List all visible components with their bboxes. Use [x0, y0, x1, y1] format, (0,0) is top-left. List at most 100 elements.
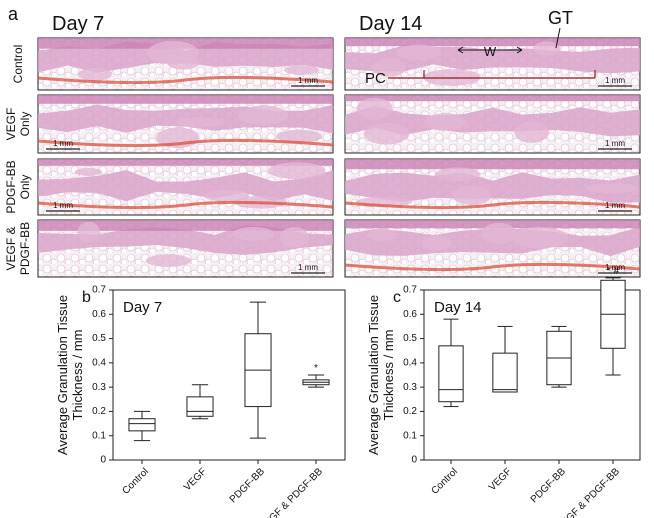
skin-lump: [238, 105, 289, 125]
y-tick-label: 0: [411, 455, 417, 466]
panel-label: c: [393, 289, 401, 306]
skin-lump: [371, 58, 406, 77]
dermis: [38, 220, 333, 231]
tissue-band: [38, 170, 333, 202]
chart-title: Day 7: [123, 299, 162, 316]
annotation-gt-line: [555, 27, 561, 49]
skin-lump: [356, 97, 393, 120]
skin-lump: [267, 162, 326, 180]
muscle: [344, 262, 641, 272]
skin-lump: [275, 129, 323, 143]
skin-lump: [166, 54, 200, 70]
skin-lump: [363, 122, 410, 145]
x-tick-label: VEGF & PDGF-BB: [258, 466, 325, 518]
annotation-w: W: [484, 44, 497, 59]
y-tick-label: 0.7: [92, 285, 106, 296]
skin-lump: [367, 228, 397, 242]
row-label: VEGF &PDGF-BB: [4, 222, 32, 275]
row-label-line: Only: [18, 112, 32, 137]
row-label-line: VEGF &: [4, 226, 18, 270]
column-title: Day 14: [359, 13, 422, 35]
skin-lump: [284, 65, 319, 75]
skin-lump: [481, 222, 517, 245]
y-tick-label: 0.1: [92, 430, 106, 441]
dermis: [38, 95, 333, 104]
y-axis-label: Average Granulation Tissue: [366, 295, 381, 455]
muscle: [37, 200, 334, 210]
skin-lump: [145, 254, 192, 267]
annotation-pc-line: [388, 70, 596, 79]
y-axis-label: Average Granulation Tissue: [55, 295, 70, 455]
x-tick-label: PDGF-BB: [228, 466, 267, 505]
x-tick-label: Control: [120, 466, 151, 497]
scale-bar-label: 1 mm: [605, 201, 625, 210]
skin-lump: [453, 185, 492, 206]
tissue-band: [345, 105, 640, 137]
y-axis-label: Thickness / mm: [70, 329, 85, 420]
skin-lump: [203, 189, 250, 202]
plot-frame: [112, 289, 346, 461]
y-tick-label: 0.7: [403, 285, 417, 296]
y-tick-label: 0.5: [92, 333, 106, 344]
row-label: Control: [11, 45, 25, 84]
y-tick-label: 0.3: [92, 382, 106, 393]
row-label-line: Control: [11, 45, 25, 84]
annotation-pc: PC: [365, 70, 386, 87]
skin-lump: [175, 117, 225, 128]
y-tick-label: 0.6: [403, 309, 417, 320]
y-tick-label: 0.2: [92, 406, 106, 417]
y-tick-label: 0: [100, 455, 106, 466]
skin-lump: [533, 41, 561, 56]
row-label-line: VEGF: [4, 108, 18, 141]
row-label-line: Only: [18, 175, 32, 200]
scale-bar-label: 1 mm: [298, 263, 318, 272]
row-label-line: PDGF-BB: [4, 160, 18, 213]
y-tick-label: 0.4: [403, 357, 417, 368]
plot-frame: [423, 289, 641, 461]
skin-lump: [74, 167, 103, 176]
tissue-band: [345, 172, 640, 203]
skin-lump: [424, 113, 467, 131]
scale-bar-label: 1 mm: [53, 201, 73, 210]
skin-lump: [434, 167, 481, 182]
x-tick-label: Control: [429, 466, 460, 497]
panel-label: b: [82, 289, 91, 306]
chart-title: Day 14: [434, 299, 482, 316]
y-tick-label: 0.1: [403, 430, 417, 441]
y-tick-label: 0.3: [403, 382, 417, 393]
dermis: [38, 159, 333, 166]
muscle: [344, 200, 641, 210]
y-axis-label: Thickness / mm: [381, 329, 396, 420]
skin-lump: [279, 227, 310, 248]
skin-lump: [232, 227, 275, 241]
y-tick-label: 0.4: [92, 357, 106, 368]
y-tick-label: 0.5: [403, 333, 417, 344]
scale-bar-label: 1 mm: [53, 139, 73, 148]
column-title: Day 7: [52, 13, 104, 35]
skin-lump: [77, 221, 101, 243]
scale-bar-label: 1 mm: [605, 76, 625, 85]
skin-lump: [585, 183, 639, 194]
row-label-line: PDGF-BB: [18, 222, 32, 275]
skin-lump: [512, 226, 569, 249]
skin-lump: [514, 121, 550, 143]
panel-label: a: [8, 4, 19, 24]
x-tick-label: VEGF: [182, 466, 209, 493]
muscle: [37, 75, 334, 85]
dermis: [345, 95, 640, 102]
y-tick-label: 0.2: [403, 406, 417, 417]
box: [492, 352, 518, 393]
scale-bar-label: 1 mm: [605, 263, 625, 272]
box: [128, 418, 156, 432]
scale-bar-label: 1 mm: [298, 76, 318, 85]
dermis: [345, 159, 640, 170]
scale-bar-label: 1 mm: [605, 139, 625, 148]
y-tick-label: 0.6: [92, 309, 106, 320]
significance-mark: *: [314, 363, 318, 374]
x-tick-label: PDGF-BB: [529, 466, 568, 505]
box: [438, 345, 464, 403]
row-label: PDGF-BBOnly: [4, 160, 32, 213]
skin-lump: [421, 235, 452, 251]
annotation-gt: GT: [548, 8, 573, 28]
